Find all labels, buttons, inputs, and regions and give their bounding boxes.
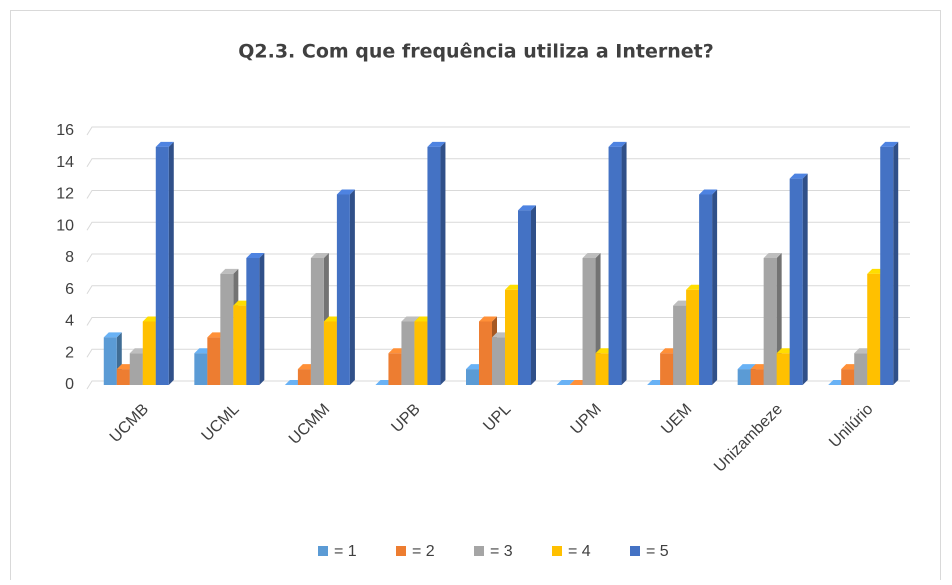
bar: [427, 146, 441, 385]
bar-top: [401, 316, 420, 322]
bar: [492, 337, 505, 385]
bar-top: [880, 141, 899, 147]
y-tick-label: 0: [65, 376, 74, 393]
bar: [310, 258, 324, 385]
bar: [466, 369, 479, 385]
bar: [233, 305, 247, 385]
bar: [336, 194, 350, 385]
bar: [401, 321, 415, 385]
bar: [660, 353, 674, 385]
bar: [776, 353, 790, 385]
bar-top: [737, 364, 756, 370]
bar: [323, 321, 337, 385]
grid-line: [86, 221, 910, 231]
bar: [220, 273, 234, 385]
bar: [116, 369, 130, 385]
bar-top: [518, 205, 536, 211]
bar: [750, 369, 764, 385]
legend-swatch: [630, 546, 640, 556]
bar: [841, 369, 855, 385]
bar-top: [789, 173, 808, 179]
bar: [673, 305, 687, 385]
legend-swatch: [474, 546, 484, 556]
y-tick-label: 8: [65, 249, 74, 266]
legend-label: = 2: [412, 543, 435, 560]
y-tick-label: 4: [65, 313, 74, 330]
grid-line: [86, 380, 910, 390]
bar: [699, 194, 713, 385]
y-tick-label: 16: [56, 122, 74, 139]
bar-side: [168, 141, 174, 385]
bar-top: [246, 253, 265, 258]
bar: [129, 353, 143, 385]
bar-top: [427, 141, 446, 147]
bar-side: [259, 253, 265, 385]
bar: [207, 337, 221, 385]
y-tick-label: 6: [65, 281, 74, 298]
bar-top: [763, 253, 782, 258]
grid-line: [86, 348, 910, 358]
bar-side: [531, 205, 536, 385]
bar: [194, 353, 208, 385]
bar: [854, 353, 868, 385]
bar-side: [440, 141, 446, 385]
bar: [388, 353, 402, 385]
y-tick-label: 14: [56, 154, 74, 171]
grid-line: [86, 317, 910, 326]
bar-top: [479, 316, 497, 322]
bar: [414, 321, 428, 385]
bar: [686, 289, 700, 385]
y-tick-label: 2: [65, 344, 74, 361]
legend-label: = 1: [334, 543, 357, 560]
legend-label: = 5: [646, 543, 669, 560]
bar-top: [220, 268, 239, 274]
bar: [737, 369, 751, 385]
bar-side: [621, 141, 627, 385]
bar: [297, 369, 311, 385]
bar: [142, 321, 156, 385]
bar-side: [893, 141, 899, 385]
bar: [246, 258, 260, 385]
legend-swatch: [318, 546, 328, 556]
y-tick-label: 12: [56, 186, 74, 203]
grid-line: [86, 158, 910, 168]
chart-title: Q2.3. Com que frequência utiliza a Inter…: [238, 41, 713, 63]
y-tick-label: 10: [56, 217, 74, 234]
legend-swatch: [552, 546, 562, 556]
bar: [608, 146, 622, 385]
legend-swatch: [396, 546, 406, 556]
bar: [880, 146, 894, 385]
legend-label: = 3: [490, 543, 513, 560]
bar-side: [712, 189, 718, 385]
bar: [155, 146, 169, 385]
bar: [789, 178, 803, 385]
bar-top: [556, 380, 575, 385]
grid-line: [86, 285, 910, 295]
bar-top: [699, 189, 718, 195]
bar-top: [608, 141, 627, 147]
bar: [505, 289, 518, 385]
bar-side: [349, 189, 355, 385]
bar: [479, 321, 492, 385]
legend-label: = 4: [568, 543, 591, 560]
bar: [582, 258, 596, 385]
bar: [595, 353, 609, 385]
grid-line: [86, 126, 910, 136]
grid-line: [86, 253, 910, 263]
bar: [518, 210, 531, 385]
bar-top: [310, 253, 329, 258]
bar: [763, 258, 777, 385]
bar-side: [802, 173, 808, 385]
bar-top: [155, 141, 174, 147]
bar: [103, 337, 117, 385]
bar-top: [103, 332, 122, 338]
bar-top: [336, 189, 355, 195]
bar: [867, 273, 881, 385]
bar-top: [582, 253, 601, 258]
grid-line: [86, 190, 910, 199]
